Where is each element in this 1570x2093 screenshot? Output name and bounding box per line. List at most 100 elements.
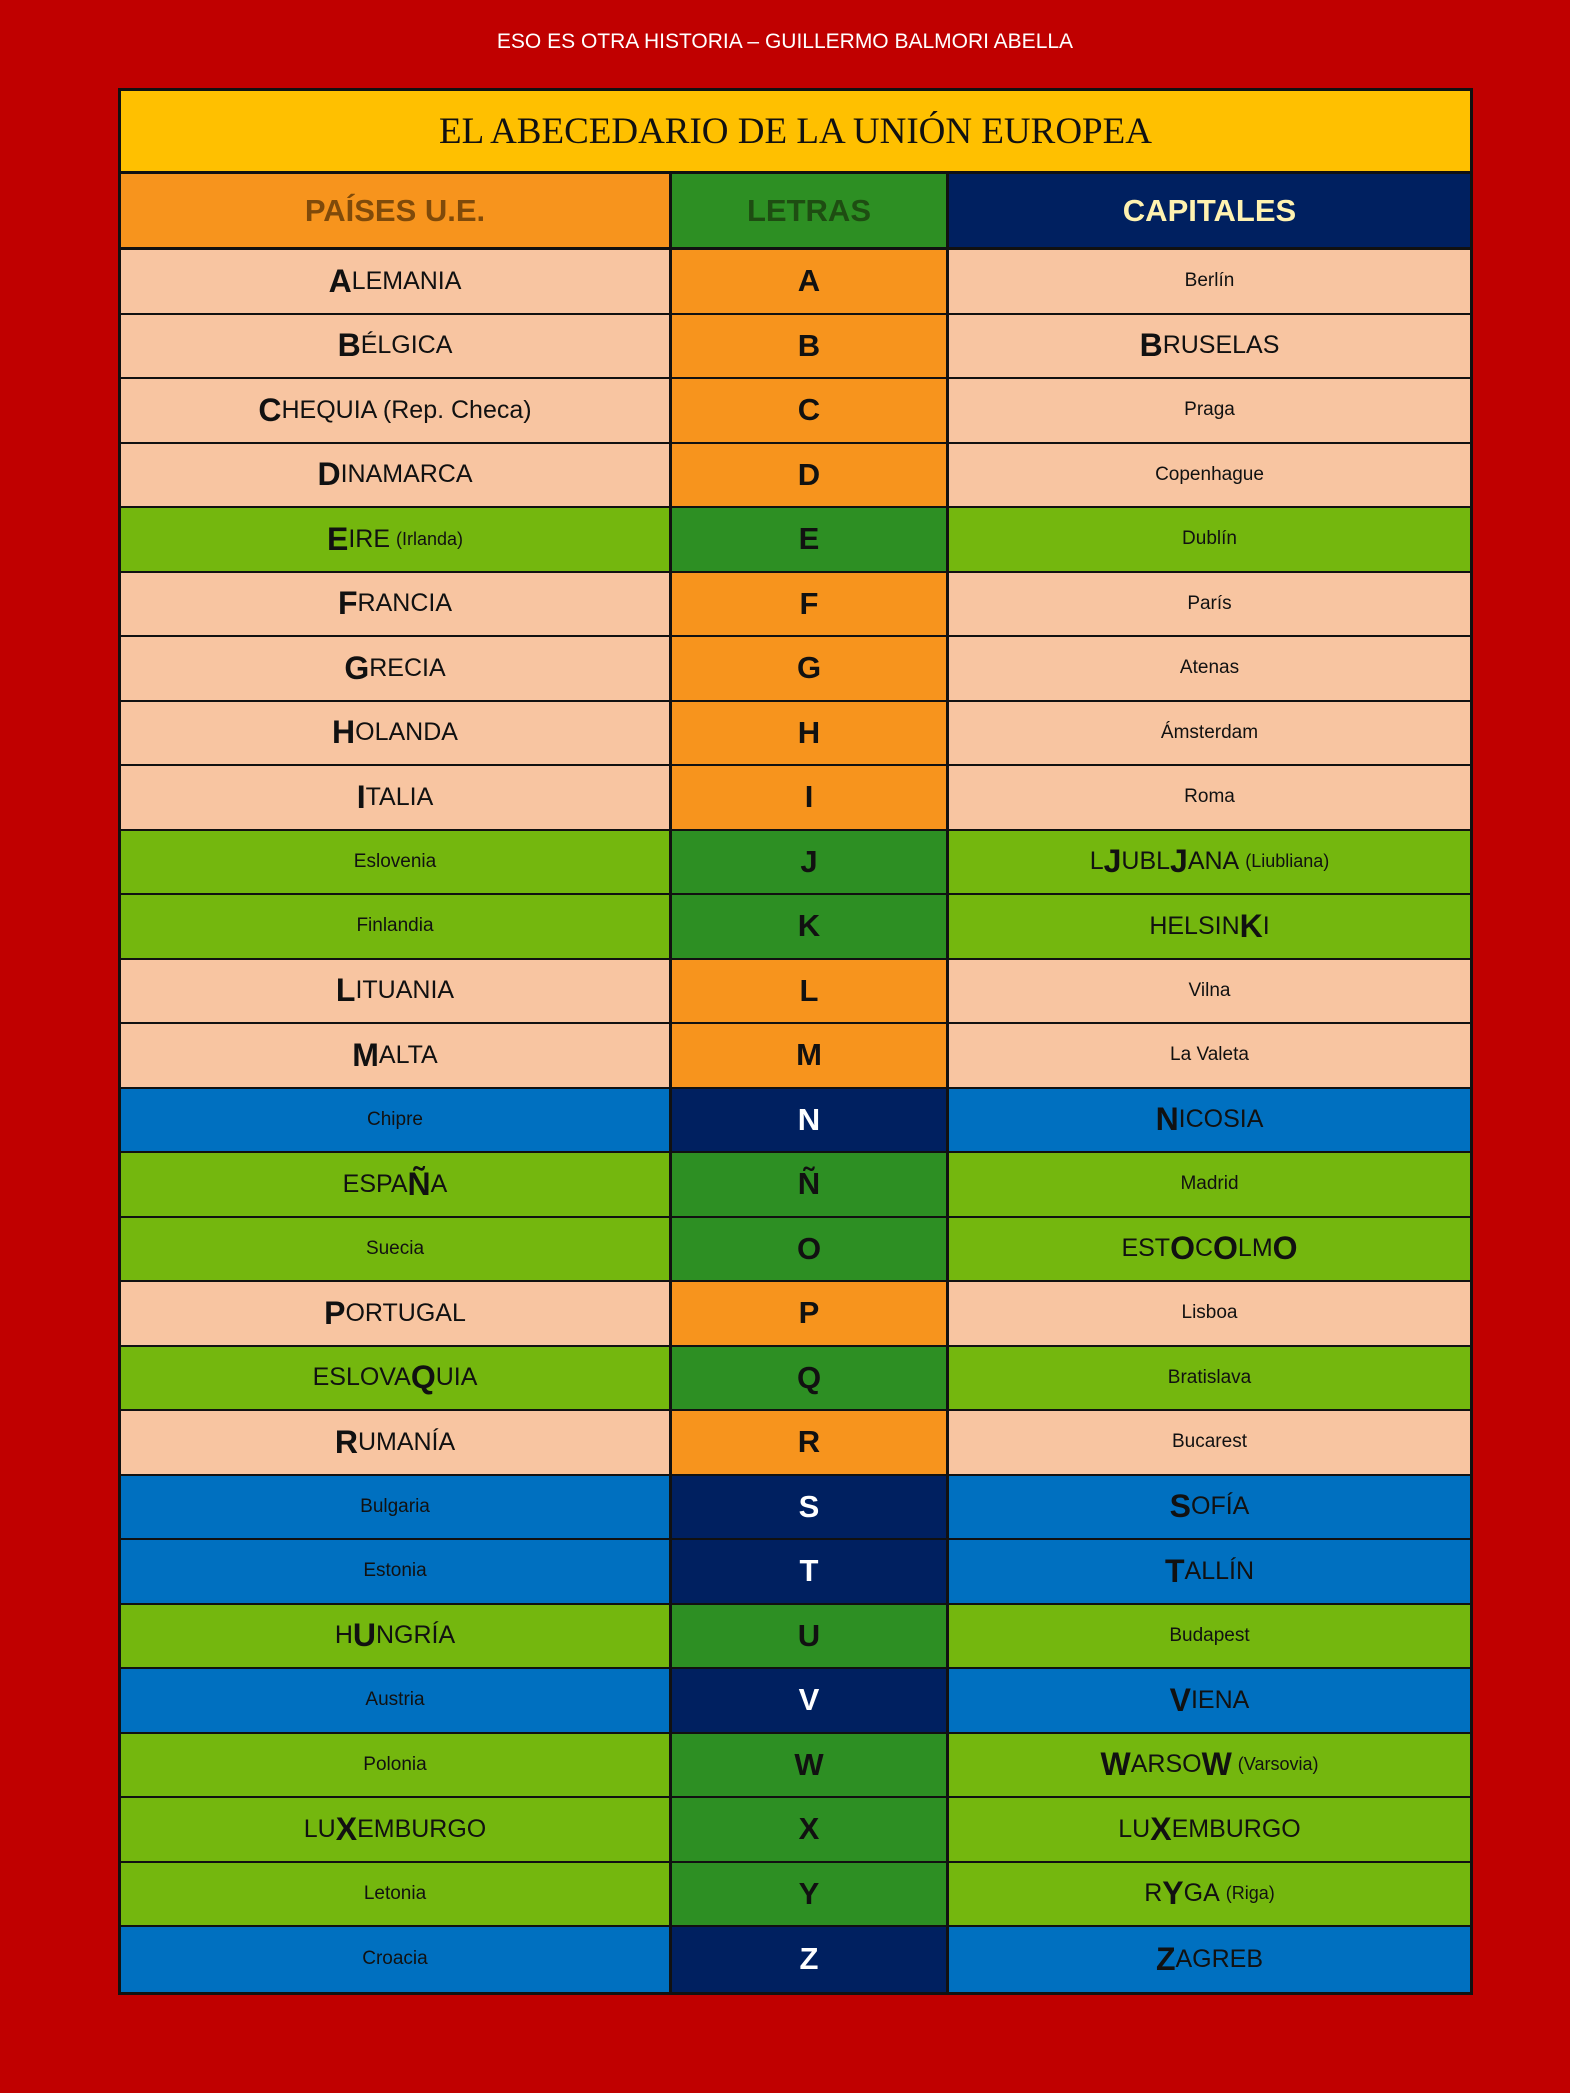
table-row: D INAMARCA D Copenhague bbox=[121, 443, 1470, 508]
country-text-segment: A bbox=[328, 262, 352, 299]
country-cell: A LEMANIA bbox=[121, 250, 672, 313]
capital-text-segment: ARSO bbox=[1130, 1750, 1202, 1779]
capital-cell: Bratislava bbox=[949, 1346, 1470, 1409]
country-cell: F RANCIA bbox=[121, 572, 672, 635]
header-letters: LETRAS bbox=[672, 174, 949, 247]
capital-text-segment: GA bbox=[1183, 1879, 1220, 1908]
capital-text-segment: EMBURGO bbox=[1171, 1814, 1301, 1843]
capital-text-segment: Praga bbox=[1184, 399, 1235, 421]
capital-cell: Lisboa bbox=[949, 1282, 1470, 1345]
country-text-segment: Suecia bbox=[365, 1237, 425, 1259]
capital-cell: Copenhague bbox=[949, 443, 1470, 506]
capital-text-segment: AGREB bbox=[1175, 1944, 1264, 1973]
capital-cell: R Y GA (Riga) bbox=[949, 1862, 1470, 1925]
capital-text-segment: I bbox=[1262, 911, 1270, 940]
country-text-segment: ITUANIA bbox=[355, 976, 455, 1005]
capital-text-segment: C bbox=[1194, 1234, 1214, 1263]
country-text-segment: RECIA bbox=[369, 653, 446, 682]
country-text-segment: Polonia bbox=[363, 1753, 427, 1775]
country-text-segment: LU bbox=[303, 1814, 336, 1843]
capital-cell: Vilna bbox=[949, 959, 1470, 1022]
capital-text-segment: ICOSIA bbox=[1178, 1105, 1264, 1134]
table-row: Chipre N N ICOSIA bbox=[121, 1088, 1470, 1153]
country-cell: M ALTA bbox=[121, 1024, 672, 1087]
country-text-segment: Ñ bbox=[407, 1165, 431, 1202]
capital-cell: L J UBL J ANA (Liubliana) bbox=[949, 830, 1470, 893]
table-row: Finlandia K HELSIN K I bbox=[121, 895, 1470, 960]
capital-text-segment: W bbox=[1100, 1746, 1131, 1783]
capital-cell: W ARSO W (Varsovia) bbox=[949, 1733, 1470, 1796]
letter-cell: I bbox=[672, 766, 949, 829]
country-text-segment: I bbox=[356, 778, 366, 815]
country-cell: LU X EMBURGO bbox=[121, 1798, 672, 1861]
capital-cell: Budapest bbox=[949, 1604, 1470, 1667]
capital-cell: LU X EMBURGO bbox=[949, 1798, 1470, 1861]
country-text-segment: EMBURGO bbox=[357, 1814, 487, 1843]
capital-cell: Ámsterdam bbox=[949, 701, 1470, 764]
country-text-segment: E bbox=[326, 520, 349, 557]
country-text-segment: Austria bbox=[365, 1689, 425, 1711]
table-row: A LEMANIA A Berlín bbox=[121, 250, 1470, 315]
letter-cell: J bbox=[672, 830, 949, 893]
country-cell: E IRE (Irlanda) bbox=[121, 508, 672, 571]
alphabet-table: EL ABECEDARIO DE LA UNIÓN EUROPEA PAÍSES… bbox=[118, 88, 1473, 1995]
table-row: P ORTUGAL P Lisboa bbox=[121, 1282, 1470, 1347]
capital-text-segment: J bbox=[1170, 843, 1188, 880]
capital-cell: S OFÍA bbox=[949, 1475, 1470, 1538]
country-cell: L ITUANIA bbox=[121, 959, 672, 1022]
letter-cell: H bbox=[672, 701, 949, 764]
country-text-segment: Finlandia bbox=[356, 915, 434, 937]
country-cell: B ÉLGICA bbox=[121, 314, 672, 377]
country-text-segment: LEMANIA bbox=[351, 266, 462, 295]
capital-text-segment: Z bbox=[1155, 1940, 1176, 1977]
table-row: Letonia Y R Y GA (Riga) bbox=[121, 1862, 1470, 1927]
capital-text-segment: La Valeta bbox=[1170, 1044, 1249, 1066]
country-cell: Austria bbox=[121, 1669, 672, 1732]
capital-text-segment: EST bbox=[1121, 1234, 1171, 1263]
capital-text-segment: Ámsterdam bbox=[1160, 721, 1259, 743]
letter-cell: G bbox=[672, 637, 949, 700]
country-text-segment: Q bbox=[410, 1359, 436, 1396]
country-text-segment: P bbox=[324, 1294, 346, 1331]
capital-text-segment: OFÍA bbox=[1191, 1492, 1250, 1521]
country-text-segment: Croacia bbox=[362, 1948, 428, 1970]
country-cell: Suecia bbox=[121, 1217, 672, 1280]
letter-cell: T bbox=[672, 1540, 949, 1603]
country-text-segment: INAMARCA bbox=[340, 460, 473, 489]
country-text-segment: D bbox=[317, 456, 341, 493]
country-cell: Letonia bbox=[121, 1862, 672, 1925]
country-cell: Eslovenia bbox=[121, 830, 672, 893]
table-row: E IRE (Irlanda) E Dublín bbox=[121, 508, 1470, 573]
capital-text-segment: V bbox=[1169, 1681, 1191, 1718]
capital-text-segment: HELSIN bbox=[1149, 911, 1240, 940]
capital-text-segment: UBL bbox=[1121, 847, 1171, 876]
country-text-segment: ORTUGAL bbox=[345, 1298, 466, 1327]
letter-cell: V bbox=[672, 1669, 949, 1732]
country-text-segment: OLANDA bbox=[355, 718, 458, 747]
letter-cell: R bbox=[672, 1411, 949, 1474]
letter-cell: Y bbox=[672, 1862, 949, 1925]
capital-cell: Praga bbox=[949, 379, 1470, 442]
letter-cell: U bbox=[672, 1604, 949, 1667]
capital-text-segment: L bbox=[1089, 847, 1104, 876]
table-row: L ITUANIA L Vilna bbox=[121, 959, 1470, 1024]
country-cell: Croacia bbox=[121, 1927, 672, 1992]
capital-text-segment: W bbox=[1201, 1746, 1232, 1783]
table-row: H U NGRÍA U Budapest bbox=[121, 1604, 1470, 1669]
header-row: PAÍSES U.E. LETRAS CAPITALES bbox=[121, 174, 1470, 250]
letter-cell: L bbox=[672, 959, 949, 1022]
table-row: B ÉLGICA B B RUSELAS bbox=[121, 314, 1470, 379]
country-cell: G RECIA bbox=[121, 637, 672, 700]
table-row: Suecia O EST O C O LM O bbox=[121, 1217, 1470, 1282]
capital-text-segment: Budapest bbox=[1169, 1624, 1250, 1646]
capital-text-segment: Roma bbox=[1184, 786, 1235, 808]
table-row: I TALIA I Roma bbox=[121, 766, 1470, 831]
capital-text-segment: Y bbox=[1162, 1875, 1184, 1912]
country-text-segment: F bbox=[337, 585, 358, 622]
country-text-segment: HEQUIA (Rep. Checa) bbox=[281, 395, 532, 424]
capital-cell: Dublín bbox=[949, 508, 1470, 571]
country-text-segment: RANCIA bbox=[357, 589, 452, 618]
letter-cell: A bbox=[672, 250, 949, 313]
country-cell: P ORTUGAL bbox=[121, 1282, 672, 1345]
table-row: ESPA Ñ A Ñ Madrid bbox=[121, 1153, 1470, 1218]
